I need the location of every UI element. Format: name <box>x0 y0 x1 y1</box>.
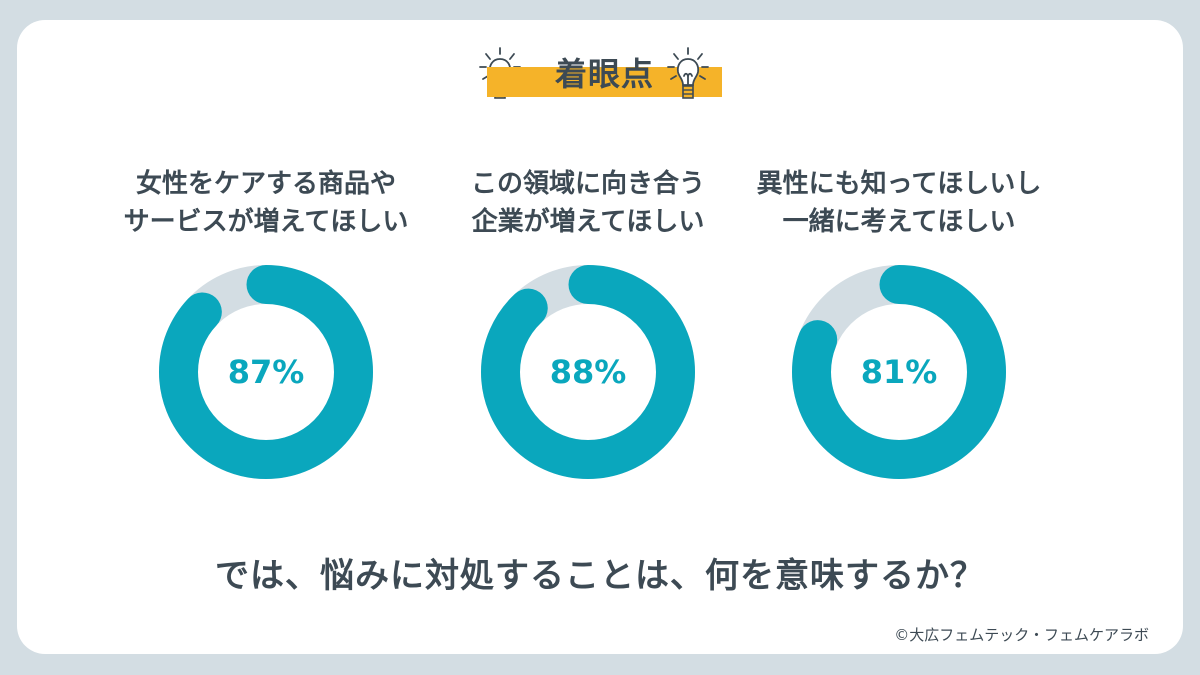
copyright-credit: ©大広フェムテック・フェムケアラボ <box>894 626 1149 644</box>
donut-value-arc <box>159 265 373 479</box>
chart-title-line-2: サービスが増えてほしい <box>123 207 409 237</box>
donut-chart-2 <box>481 265 695 479</box>
donut-chart-3 <box>792 265 1006 479</box>
donut-center-label: 81% <box>860 353 938 391</box>
chart-title: 女性をケアする商品や サービスが増えてほしい <box>96 165 436 241</box>
chart-title-line-2: 企業が増えてほしい <box>471 207 705 237</box>
chart-title-line-1: 異性にも知ってほしいし <box>756 169 1042 199</box>
chart-title: この領域に向き合う 企業が増えてほしい <box>418 165 758 241</box>
chart-title-line-1: 女性をケアする商品や <box>135 169 396 199</box>
chart-title: 異性にも知ってほしいし 一緒に考えてほしい <box>729 165 1069 241</box>
donut-value-arc <box>792 265 1006 479</box>
donut-value-arc <box>481 265 695 479</box>
donut-center-label: 87% <box>227 353 305 391</box>
section-title: 着眼点 <box>554 55 654 93</box>
donut-chart-1 <box>159 265 373 479</box>
content-card: 着眼点 女性をケアする商品や サービスが増えてほしい <box>17 20 1183 654</box>
chart-panel-2: この領域に向き合う 企業が増えてほしい 88% <box>418 165 758 510</box>
closing-question: では、悩みに対処することは、何を意味するか？ <box>215 556 985 596</box>
chart-panel-1: 女性をケアする商品や サービスが増えてほしい 87% <box>96 165 436 510</box>
chart-title-line-2: 一緒に考えてほしい <box>782 207 1016 237</box>
chart-title-line-1: この領域に向き合う <box>470 169 705 199</box>
section-heading: 着眼点 <box>17 46 1183 106</box>
donut-center-label: 88% <box>549 353 627 391</box>
lightbulb-icon <box>667 47 709 99</box>
chart-panel-3: 異性にも知ってほしいし 一緒に考えてほしい 81% <box>729 165 1069 510</box>
